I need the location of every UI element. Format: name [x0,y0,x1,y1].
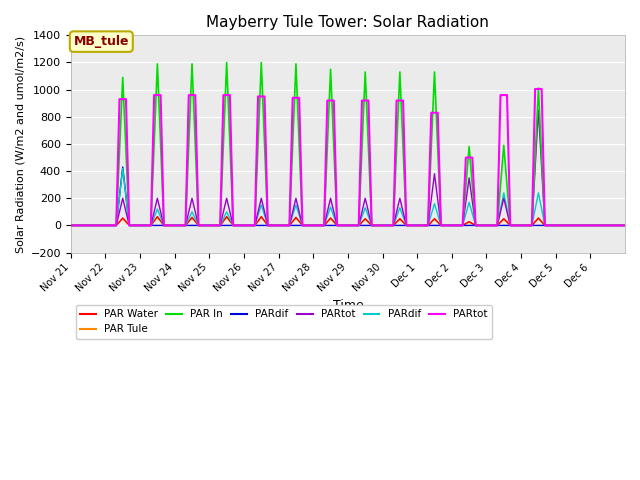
Y-axis label: Solar Radiation (W/m2 and umol/m2/s): Solar Radiation (W/m2 and umol/m2/s) [15,36,25,252]
Title: Mayberry Tule Tower: Solar Radiation: Mayberry Tule Tower: Solar Radiation [207,15,490,30]
Text: MB_tule: MB_tule [74,35,129,48]
X-axis label: Time: Time [333,300,364,312]
Legend: PAR Water, PAR Tule, PAR In, PARdif, PARtot, PARdif, PARtot: PAR Water, PAR Tule, PAR In, PARdif, PAR… [76,305,492,338]
